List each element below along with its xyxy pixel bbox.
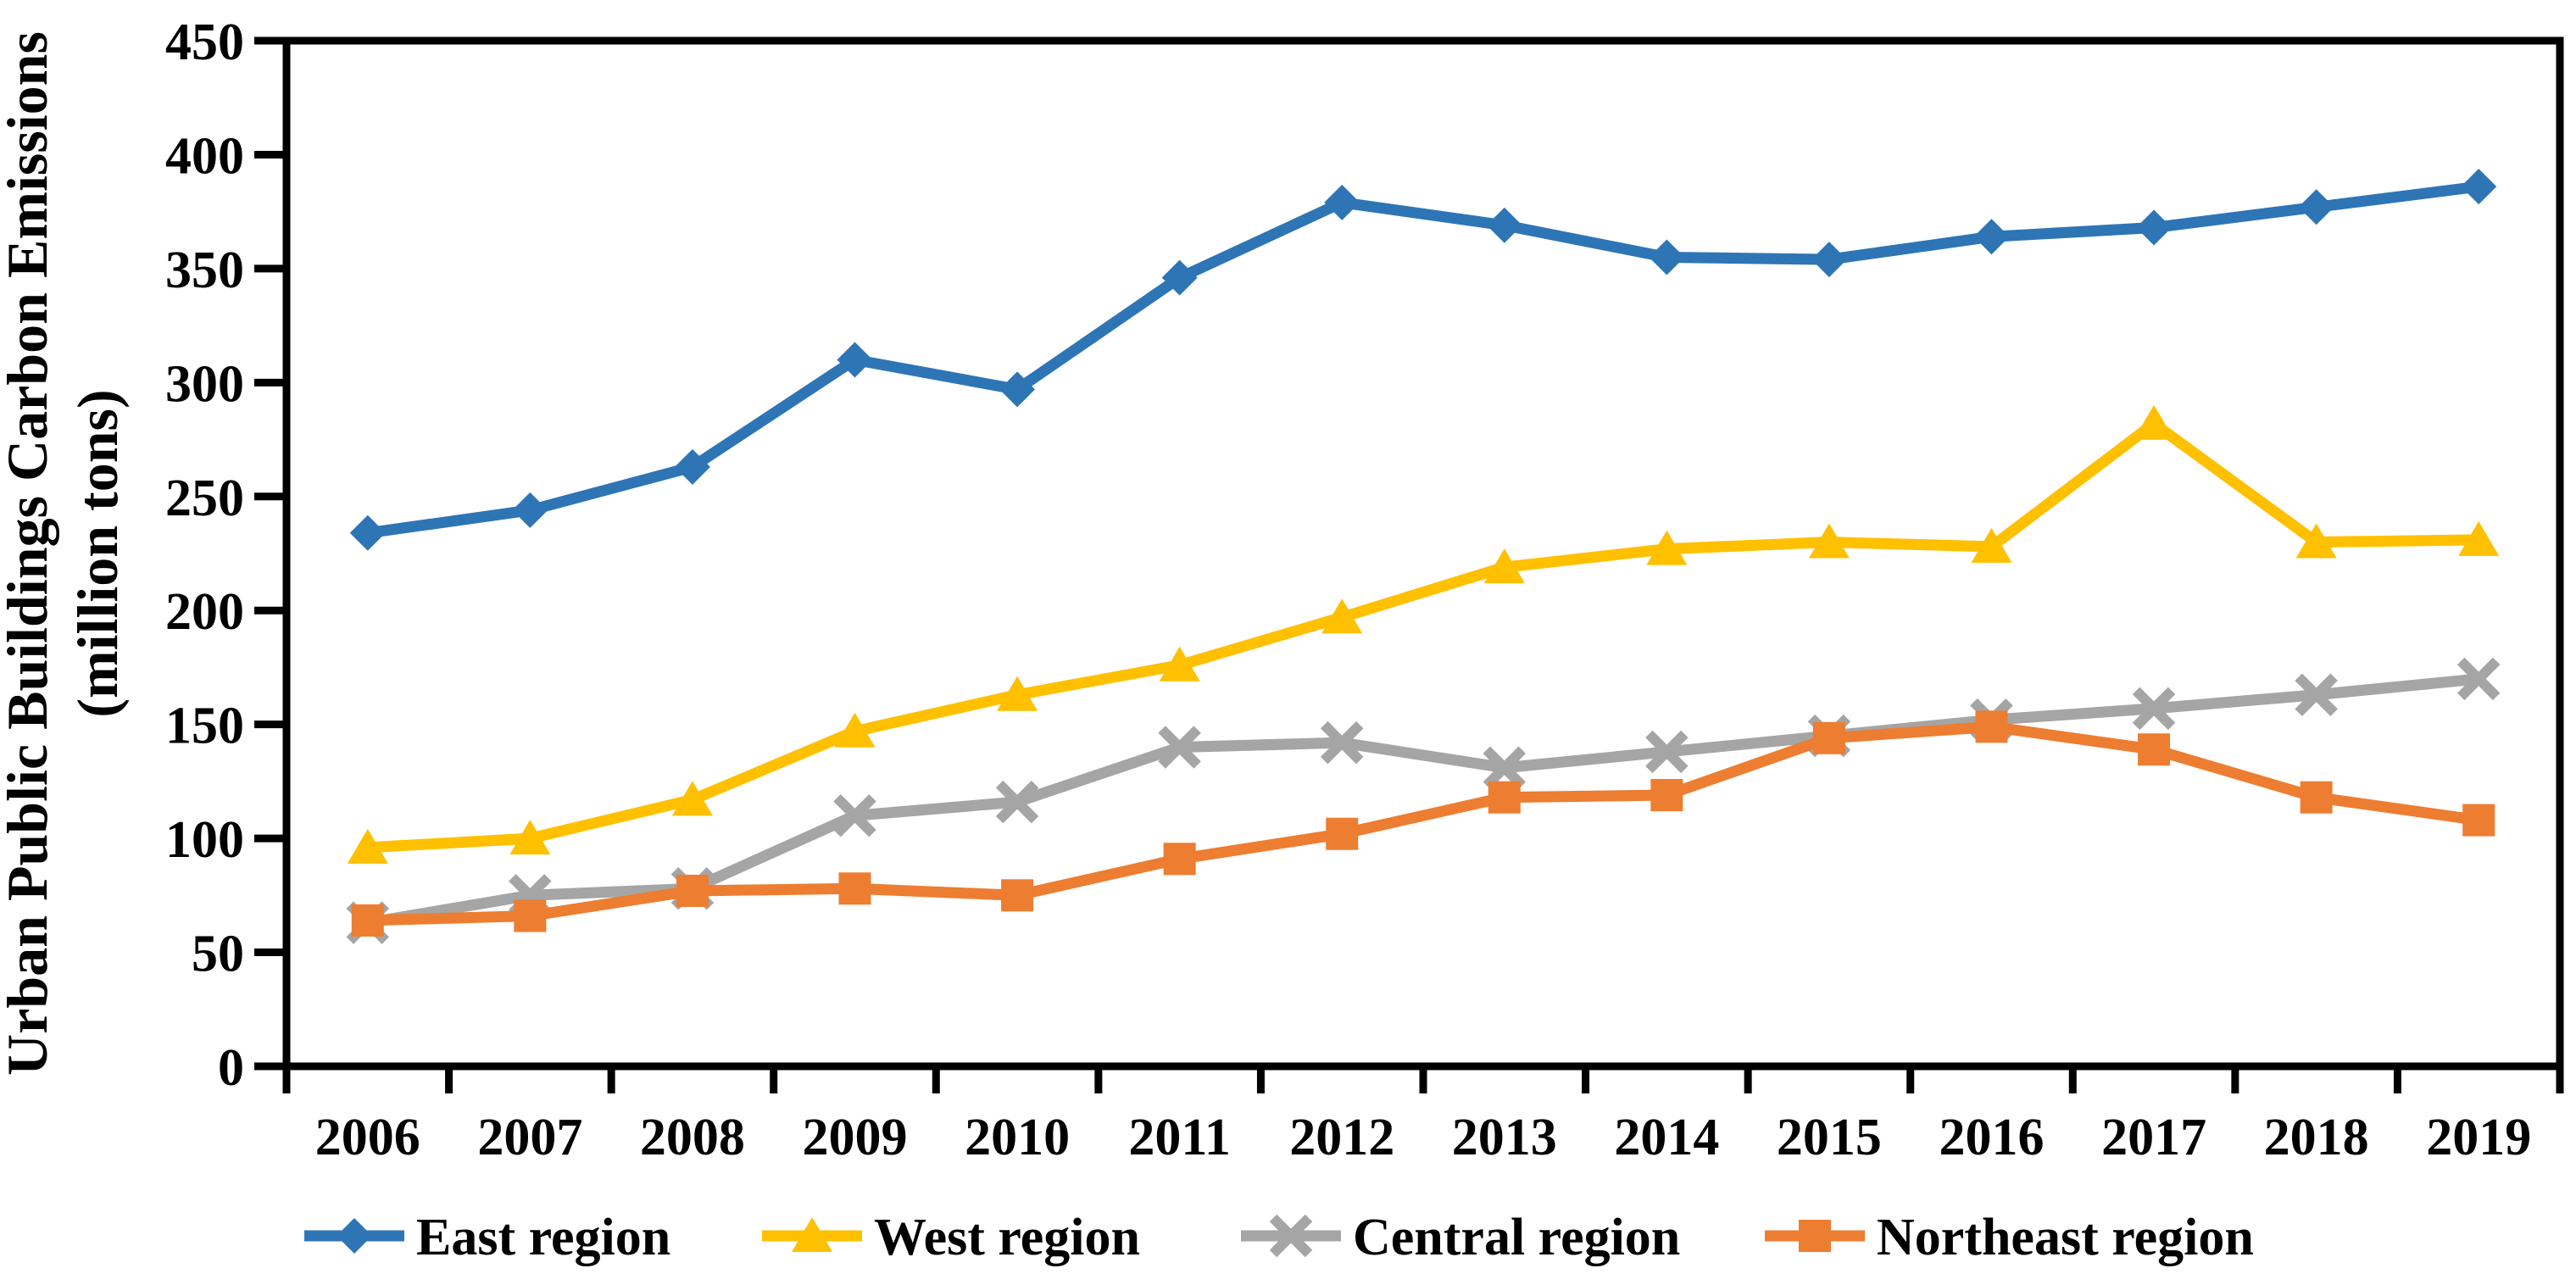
data-point-marker (1646, 530, 1688, 565)
data-point-marker (671, 781, 713, 816)
series-line (362, 720, 2484, 926)
y-axis-tick-label: 400 (165, 127, 244, 185)
x-axis-tick-label: 2010 (965, 1109, 1070, 1166)
y-axis-tick-label: 100 (165, 811, 244, 869)
data-point-marker (674, 448, 710, 485)
x-axis-tick-label: 2018 (2264, 1109, 2369, 1166)
y-axis-tick-label: 300 (165, 355, 244, 413)
legend-item-west-region (762, 1217, 862, 1252)
data-point-marker (349, 515, 386, 551)
data-point-marker (2461, 169, 2497, 205)
x-axis-tick-label: 2006 (315, 1109, 420, 1166)
series-northeast-region (351, 710, 2495, 937)
x-axis-tick-label: 2007 (477, 1109, 582, 1166)
y-axis-tick-label: 150 (165, 698, 244, 755)
legend-label: Northeast region (1877, 1209, 2254, 1266)
y-axis-tick-label: 0 (218, 1039, 244, 1097)
data-point-marker (1645, 730, 1689, 774)
data-point-marker (1161, 259, 1198, 296)
x-axis-tick-label: 2011 (1128, 1109, 1231, 1166)
data-point-marker (834, 712, 876, 748)
data-point-marker (1320, 720, 1364, 765)
data-point-marker (995, 780, 1039, 824)
data-point-marker (2295, 673, 2338, 716)
data-point-marker (1163, 843, 1196, 876)
y-axis-tick-label: 200 (165, 583, 244, 641)
data-point-marker (1649, 239, 1685, 275)
data-point-marker (2462, 804, 2495, 837)
y-axis-tick-label: 350 (165, 242, 244, 299)
y-axis-title-line1: Urban Public Buildings Carbon Emissions (0, 31, 59, 1076)
data-point-marker (1324, 184, 1360, 220)
legend-marker (1269, 1214, 1313, 1258)
data-point-marker (2300, 781, 2333, 814)
data-point-marker (1812, 721, 1845, 754)
x-axis-tick-label: 2017 (2101, 1109, 2206, 1166)
data-point-marker (1159, 646, 1200, 681)
series-line (362, 673, 2484, 929)
data-point-marker (676, 874, 709, 907)
data-point-marker (347, 828, 388, 864)
plot-border (282, 36, 2564, 1071)
y-axis-title-line2: (million tons) (65, 389, 130, 717)
data-point-marker (999, 371, 1036, 408)
data-point-marker (1808, 523, 1850, 559)
data-point-marker (2132, 687, 2176, 731)
data-point-marker (1486, 207, 1522, 243)
legend-label: East region (416, 1209, 670, 1266)
data-point-marker (838, 872, 871, 905)
legend-marker (792, 1217, 832, 1252)
data-point-marker (1483, 548, 1525, 584)
data-point-marker (2138, 733, 2171, 766)
x-axis-tick-label: 2019 (2426, 1109, 2531, 1166)
data-point-marker (1811, 242, 1847, 278)
data-point-marker (2298, 189, 2334, 225)
legend-marker (1799, 1220, 1831, 1252)
data-point-marker (1483, 746, 1527, 789)
data-point-marker (2295, 523, 2337, 559)
data-point-marker (2456, 657, 2501, 701)
x-axis-tick-label: 2014 (1614, 1109, 1719, 1166)
x-axis-tick-label: 2009 (803, 1109, 908, 1166)
series-line (362, 418, 2484, 854)
x-axis-tick-label: 2013 (1452, 1109, 1557, 1166)
x-axis-tick-label: 2008 (640, 1109, 745, 1166)
legend-label: Central region (1353, 1209, 1680, 1266)
data-point-marker (1326, 817, 1359, 850)
data-point-marker (509, 820, 551, 855)
data-point-marker (1158, 726, 1201, 769)
series-line (362, 181, 2484, 539)
data-point-marker (1650, 779, 1683, 812)
data-point-marker (833, 793, 876, 837)
data-point-marker (351, 904, 384, 937)
data-point-marker (2134, 404, 2175, 440)
y-axis-tick-label: 450 (165, 14, 244, 71)
data-point-marker (1001, 879, 1034, 912)
series-east-region (349, 169, 2497, 551)
legend-item-central-region (1241, 1214, 1341, 1258)
data-point-marker (1975, 710, 2008, 743)
data-point-marker (2458, 520, 2500, 556)
x-axis-tick-label: 2015 (1777, 1109, 1882, 1166)
x-axis-tick-label: 2012 (1289, 1109, 1394, 1166)
data-point-marker (512, 492, 548, 528)
series-west-region (347, 404, 2500, 864)
data-point-marker (1488, 781, 1521, 814)
y-axis-tick-label: 50 (192, 926, 244, 983)
data-point-marker (1971, 527, 2012, 563)
data-point-marker (1973, 219, 2010, 255)
legend-marker (337, 1218, 372, 1254)
legend-item-northeast-region (1765, 1220, 1865, 1252)
data-point-marker (514, 899, 547, 932)
data-point-marker (837, 342, 873, 378)
x-axis-tick-label: 2016 (1939, 1109, 2045, 1166)
y-axis-tick-label: 250 (165, 470, 244, 527)
legend-item-east-region (304, 1218, 404, 1254)
data-point-marker (1321, 598, 1363, 634)
data-point-marker (997, 676, 1038, 711)
legend-label: West region (874, 1209, 1140, 1266)
data-point-marker (2136, 209, 2173, 246)
